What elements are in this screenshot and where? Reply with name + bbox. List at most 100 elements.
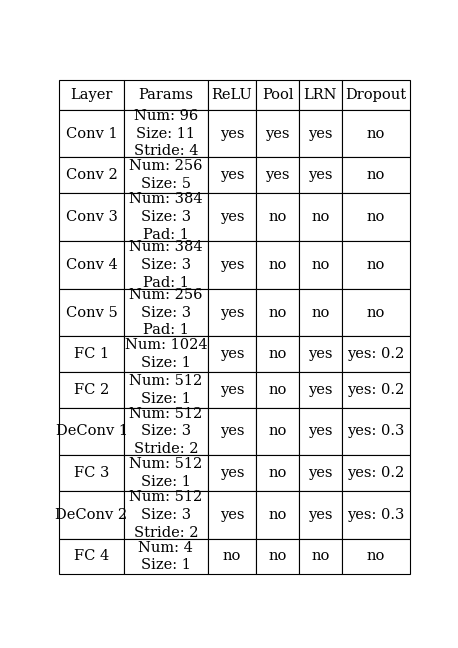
- Bar: [256, 193, 299, 241]
- Bar: [342, 157, 410, 193]
- Text: no: no: [367, 210, 385, 224]
- Text: Conv 2: Conv 2: [65, 168, 117, 182]
- Bar: [124, 491, 208, 538]
- Text: no: no: [311, 550, 329, 564]
- Bar: [299, 456, 342, 491]
- Text: no: no: [311, 258, 329, 272]
- Text: Num: 256
Size: 3
Pad: 1: Num: 256 Size: 3 Pad: 1: [129, 288, 203, 338]
- Text: yes: yes: [220, 168, 244, 182]
- Text: Num: 256
Size: 5: Num: 256 Size: 5: [129, 159, 203, 191]
- Bar: [59, 288, 124, 336]
- Bar: [256, 336, 299, 372]
- Bar: [208, 80, 256, 110]
- Text: yes: yes: [308, 383, 333, 397]
- Text: Conv 3: Conv 3: [65, 210, 118, 224]
- Text: yes: yes: [220, 466, 244, 480]
- Bar: [124, 80, 208, 110]
- Bar: [256, 491, 299, 538]
- Text: no: no: [367, 258, 385, 272]
- Bar: [124, 336, 208, 372]
- Text: yes: yes: [220, 305, 244, 319]
- Bar: [299, 538, 342, 574]
- Bar: [59, 80, 124, 110]
- Text: Num: 384
Size: 3
Pad: 1: Num: 384 Size: 3 Pad: 1: [129, 192, 203, 242]
- Text: ReLU: ReLU: [212, 88, 252, 102]
- Text: yes: 0.2: yes: 0.2: [348, 347, 405, 361]
- Bar: [59, 491, 124, 538]
- Bar: [342, 491, 410, 538]
- Bar: [342, 372, 410, 408]
- Bar: [342, 538, 410, 574]
- Text: Num: 384
Size: 3
Pad: 1: Num: 384 Size: 3 Pad: 1: [129, 240, 203, 290]
- Bar: [124, 110, 208, 157]
- Text: Num: 1024
Size: 1: Num: 1024 Size: 1: [125, 338, 207, 370]
- Text: yes: yes: [220, 347, 244, 361]
- Bar: [342, 110, 410, 157]
- Text: Num: 96
Size: 11
Stride: 4: Num: 96 Size: 11 Stride: 4: [134, 109, 198, 158]
- Bar: [256, 538, 299, 574]
- Text: yes: 0.2: yes: 0.2: [348, 466, 405, 480]
- Text: yes: yes: [220, 383, 244, 397]
- Text: Dropout: Dropout: [345, 88, 407, 102]
- Bar: [342, 80, 410, 110]
- Text: Num: 512
Size: 1: Num: 512 Size: 1: [129, 374, 202, 406]
- Text: Num: 512
Size: 1: Num: 512 Size: 1: [129, 457, 202, 489]
- Bar: [124, 241, 208, 288]
- Bar: [256, 408, 299, 456]
- Bar: [208, 241, 256, 288]
- Bar: [299, 336, 342, 372]
- Bar: [59, 336, 124, 372]
- Bar: [299, 372, 342, 408]
- Text: FC 4: FC 4: [74, 550, 109, 564]
- Text: yes: 0.3: yes: 0.3: [347, 508, 405, 522]
- Text: no: no: [367, 550, 385, 564]
- Bar: [124, 408, 208, 456]
- Text: no: no: [268, 383, 287, 397]
- Text: no: no: [311, 305, 329, 319]
- Bar: [208, 408, 256, 456]
- Text: no: no: [268, 550, 287, 564]
- Text: yes: yes: [308, 508, 333, 522]
- Text: yes: yes: [220, 508, 244, 522]
- Bar: [208, 110, 256, 157]
- Bar: [256, 288, 299, 336]
- Bar: [256, 110, 299, 157]
- Text: yes: yes: [265, 168, 290, 182]
- Text: DeConv 1: DeConv 1: [55, 424, 128, 439]
- Text: no: no: [367, 126, 385, 141]
- Bar: [299, 491, 342, 538]
- Bar: [208, 336, 256, 372]
- Bar: [299, 157, 342, 193]
- Text: yes: yes: [220, 258, 244, 272]
- Bar: [124, 372, 208, 408]
- Bar: [59, 538, 124, 574]
- Bar: [59, 110, 124, 157]
- Text: no: no: [268, 305, 287, 319]
- Text: yes: yes: [308, 168, 333, 182]
- Text: yes: yes: [220, 424, 244, 439]
- Bar: [299, 288, 342, 336]
- Text: yes: yes: [265, 126, 290, 141]
- Text: no: no: [223, 550, 241, 564]
- Bar: [208, 157, 256, 193]
- Text: DeConv 2: DeConv 2: [55, 508, 128, 522]
- Text: Conv 4: Conv 4: [65, 258, 117, 272]
- Text: yes: yes: [308, 126, 333, 141]
- Bar: [342, 288, 410, 336]
- Text: Params: Params: [138, 88, 193, 102]
- Text: no: no: [268, 508, 287, 522]
- Text: yes: yes: [220, 210, 244, 224]
- Text: no: no: [268, 258, 287, 272]
- Bar: [59, 456, 124, 491]
- Text: yes: 0.2: yes: 0.2: [348, 383, 405, 397]
- Text: Num: 4
Size: 1: Num: 4 Size: 1: [138, 540, 193, 572]
- Text: yes: yes: [308, 466, 333, 480]
- Bar: [342, 456, 410, 491]
- Bar: [59, 193, 124, 241]
- Bar: [208, 288, 256, 336]
- Text: yes: 0.3: yes: 0.3: [347, 424, 405, 439]
- Text: yes: yes: [308, 424, 333, 439]
- Text: LRN: LRN: [304, 88, 337, 102]
- Bar: [59, 372, 124, 408]
- Bar: [59, 241, 124, 288]
